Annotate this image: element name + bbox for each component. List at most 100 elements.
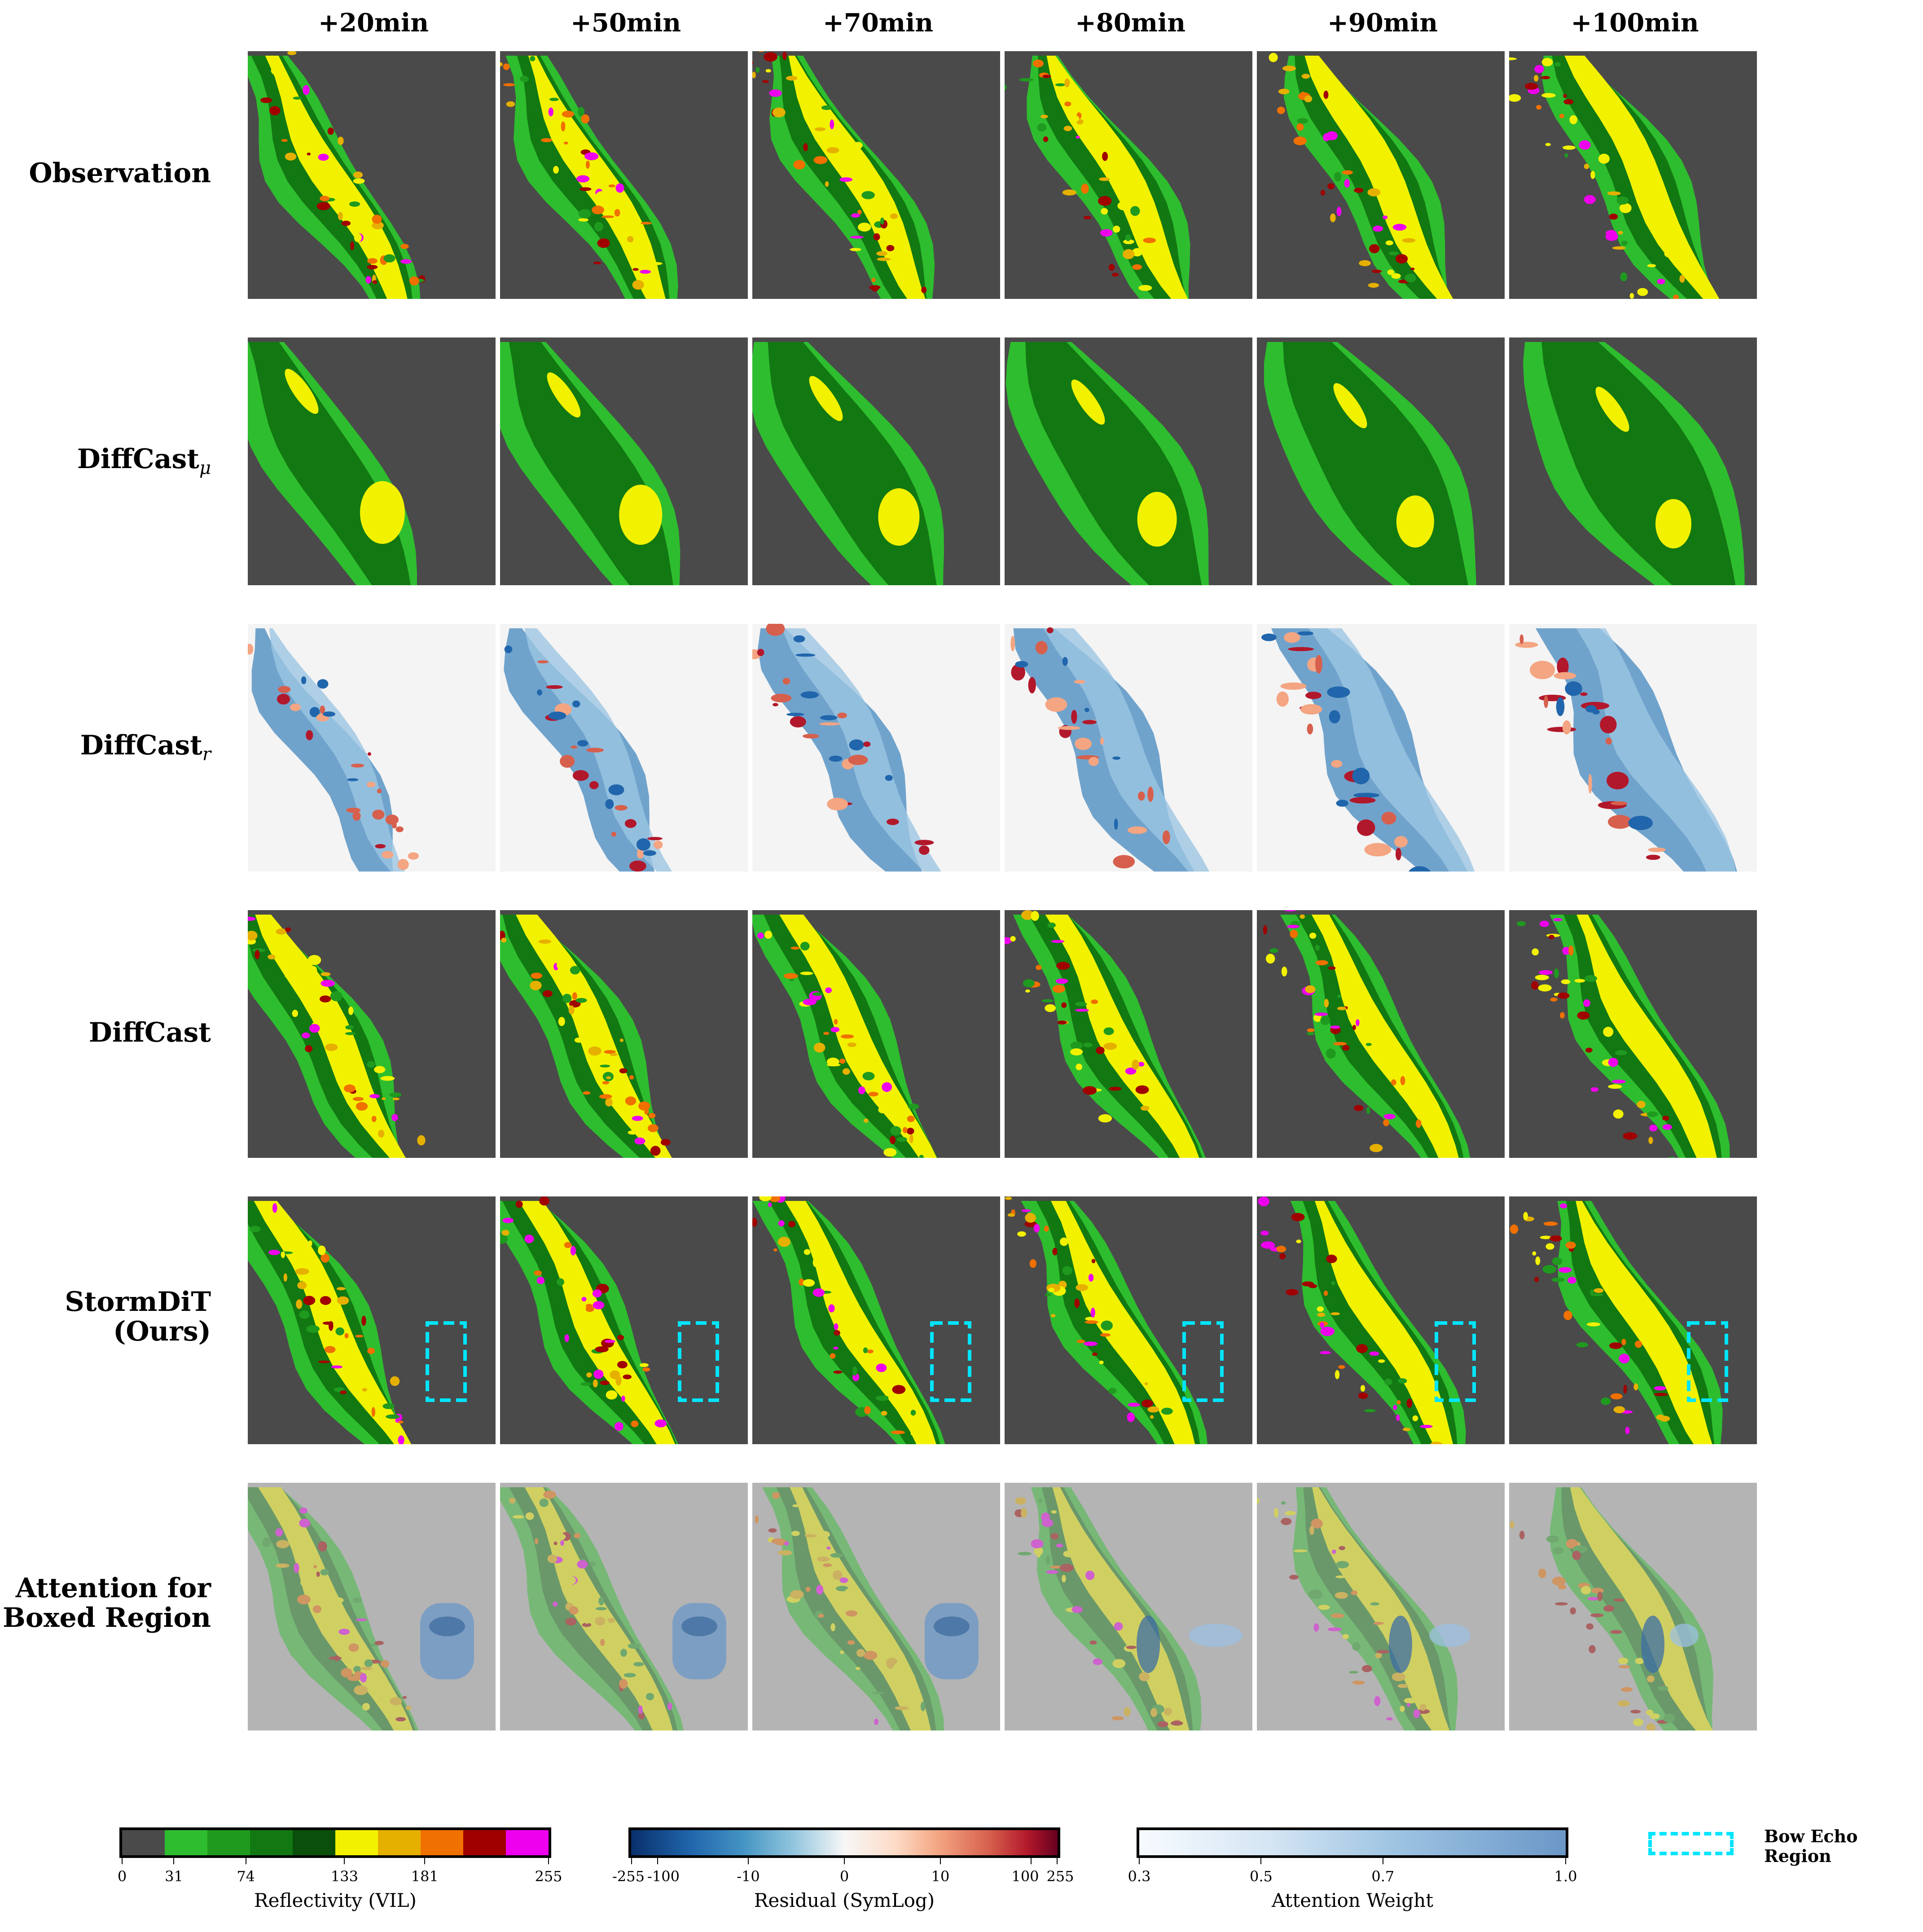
reflectivity-tick <box>424 1858 426 1864</box>
panel-radar-box-row5-col2 <box>500 1196 748 1444</box>
legend-line-2: Region <box>1764 1846 1831 1866</box>
reflectivity-colorbar <box>119 1827 551 1858</box>
panel-radar-row1-col1 <box>248 51 496 299</box>
reflectivity-colorbar-segment <box>421 1830 464 1855</box>
panel-radar-box-row5-col1 <box>248 1196 496 1444</box>
reflectivity-tick-label: 255 <box>535 1868 562 1885</box>
attention-tick-label: 1.0 <box>1554 1868 1577 1885</box>
panel-radar-row4-col5 <box>1257 910 1505 1158</box>
panel-attention-row6-col6 <box>1509 1483 1757 1730</box>
panel-attention-row6-col5 <box>1257 1483 1505 1730</box>
panel-residual-row3-col2 <box>500 624 748 872</box>
attention-tick <box>1565 1858 1566 1864</box>
row-label-text: DiffCast <box>88 1017 211 1048</box>
column-header-80min: +80min <box>1075 8 1186 38</box>
panel-radar-row4-col4 <box>1005 910 1252 1158</box>
reflectivity-tick <box>122 1858 123 1864</box>
row-label-diffcast-mu: DiffCastμ <box>0 444 211 483</box>
residual-tick-label: -100 <box>647 1868 680 1885</box>
row-label-subscript: r <box>202 744 211 765</box>
reflectivity-colorbar-segment <box>293 1830 336 1855</box>
residual-tick <box>657 1858 658 1864</box>
row-label-text: StormDiT <box>65 1286 211 1318</box>
panel-smooth-row2-col2 <box>500 337 748 585</box>
column-header-20min: +20min <box>318 8 429 38</box>
residual-tick-label: -255 <box>612 1868 645 1885</box>
row-label-text-2: (Ours) <box>113 1316 211 1347</box>
row-label-text: DiffCast <box>80 730 202 761</box>
panel-attention-row6-col2 <box>500 1483 748 1730</box>
row-label-text: Attention for <box>15 1573 211 1604</box>
panel-radar-row1-col6 <box>1509 51 1757 299</box>
residual-tick-label: -10 <box>737 1868 760 1885</box>
panel-attention-row6-col4 <box>1005 1483 1252 1730</box>
reflectivity-colorbar-segment <box>122 1830 165 1855</box>
panel-smooth-row2-col3 <box>752 337 1000 585</box>
residual-tick <box>940 1858 941 1864</box>
residual-tick <box>748 1858 749 1864</box>
attention-tick-label: 0.5 <box>1249 1868 1273 1885</box>
panel-attention-row6-col1 <box>248 1483 496 1730</box>
bow-echo-legend-label: Bow Echo Region <box>1764 1827 1857 1866</box>
legend-line-1: Bow Echo <box>1764 1826 1858 1846</box>
reflectivity-tick-label: 133 <box>330 1868 359 1885</box>
panel-radar-row1-col4 <box>1005 51 1252 299</box>
panel-radar-row4-col1 <box>248 910 496 1158</box>
reflectivity-tick-label: 181 <box>411 1868 439 1885</box>
panel-radar-row1-col2 <box>500 51 748 299</box>
reflectivity-tick <box>344 1858 345 1864</box>
attention-tick-label: 0.3 <box>1128 1868 1151 1885</box>
residual-tick <box>844 1858 845 1864</box>
panel-residual-row3-col5 <box>1257 624 1505 872</box>
panel-residual-row3-col3 <box>752 624 1000 872</box>
panel-smooth-row2-col1 <box>248 337 496 585</box>
reflectivity-tick-label: 0 <box>117 1868 127 1885</box>
panel-radar-box-row5-col6 <box>1509 1196 1757 1444</box>
residual-tick <box>1031 1858 1032 1864</box>
residual-colorbar-title: Residual (SymLog) <box>754 1889 935 1911</box>
attention-tick <box>1139 1858 1140 1864</box>
panel-radar-row4-col6 <box>1509 910 1757 1158</box>
column-header-100min: +100min <box>1571 8 1699 38</box>
panel-radar-box-row5-col5 <box>1257 1196 1505 1444</box>
reflectivity-colorbar-segment <box>335 1830 378 1855</box>
row-label-diffcast-r: DiffCastr <box>0 731 211 769</box>
panel-residual-row3-col6 <box>1509 624 1757 872</box>
reflectivity-tick <box>173 1858 175 1864</box>
residual-tick-label: 255 <box>1046 1868 1074 1885</box>
panel-radar-row1-col3 <box>752 51 1000 299</box>
column-header-50min: +50min <box>570 8 681 38</box>
reflectivity-tick-label: 74 <box>237 1868 255 1885</box>
panel-smooth-row2-col4 <box>1005 337 1252 585</box>
column-header-90min: +90min <box>1327 8 1438 38</box>
row-label-text-2: Boxed Region <box>3 1602 211 1634</box>
panel-residual-row3-col4 <box>1005 624 1252 872</box>
residual-tick-label: 100 <box>1011 1868 1039 1885</box>
row-label-subscript: μ <box>199 458 211 478</box>
reflectivity-colorbar-segment <box>378 1830 421 1855</box>
attention-colorbar-title: Attention Weight <box>1271 1889 1434 1911</box>
reflectivity-colorbar-segment <box>463 1830 506 1855</box>
reflectivity-tick <box>548 1858 549 1864</box>
reflectivity-colorbar-title: Reflectivity (VIL) <box>254 1889 417 1911</box>
residual-tick <box>1057 1858 1058 1864</box>
reflectivity-colorbar-segment <box>165 1830 208 1855</box>
bow-echo-legend-swatch <box>1648 1832 1734 1855</box>
reflectivity-tick-label: 31 <box>165 1868 183 1885</box>
panel-radar-box-row5-col3 <box>752 1196 1000 1444</box>
panel-radar-row1-col5 <box>1257 51 1505 299</box>
attention-tick-label: 0.7 <box>1371 1868 1395 1885</box>
residual-tick <box>631 1858 632 1864</box>
row-label-observation: Observation <box>0 158 211 188</box>
reflectivity-colorbar-segment <box>506 1830 549 1855</box>
attention-colorbar <box>1137 1827 1568 1858</box>
panel-smooth-row2-col6 <box>1509 337 1757 585</box>
column-header-70min: +70min <box>822 8 934 38</box>
panel-attention-row6-col3 <box>752 1483 1000 1730</box>
attention-tick <box>1260 1858 1262 1864</box>
row-label-text: DiffCast <box>77 443 199 475</box>
panel-radar-row4-col3 <box>752 910 1000 1158</box>
panel-residual-row3-col1 <box>248 624 496 872</box>
row-label-attention: Attention for Boxed Region <box>0 1573 211 1633</box>
residual-tick-label: 10 <box>931 1868 950 1885</box>
